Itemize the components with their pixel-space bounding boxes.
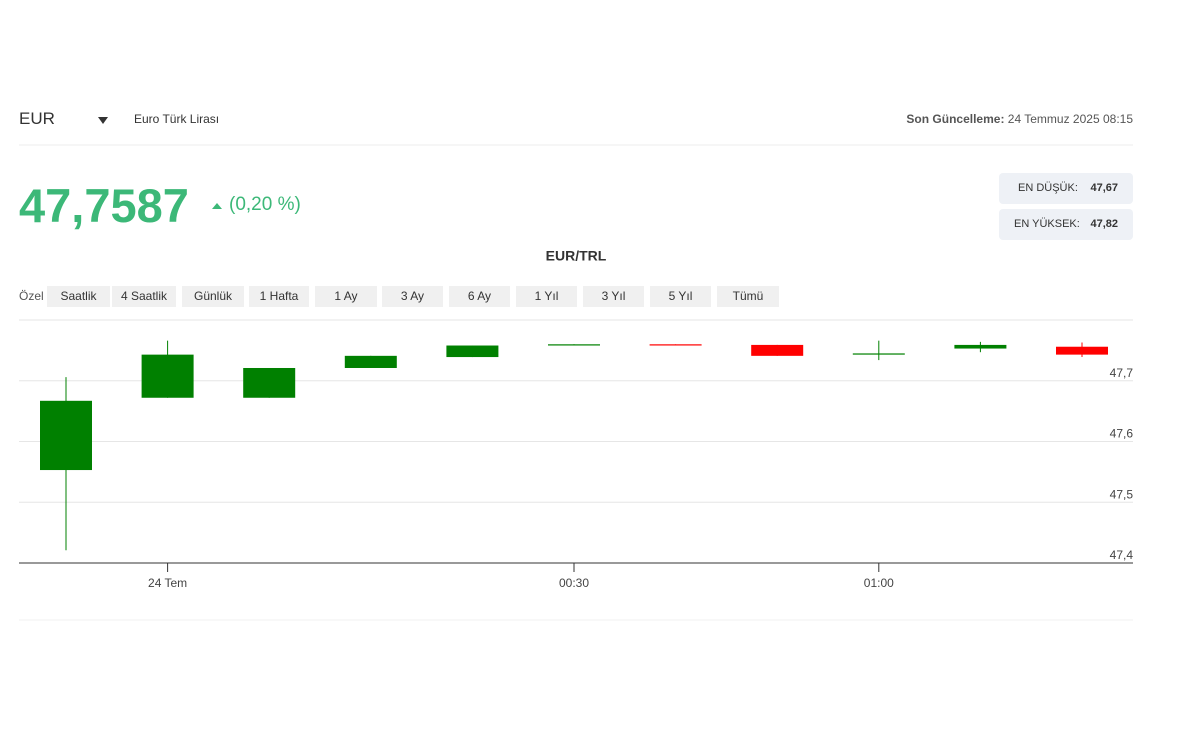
x-tick-label: 00:30 [559,576,589,590]
range-button[interactable]: Saatlik [47,286,110,307]
dropdown-icon[interactable] [98,117,108,124]
range-button[interactable]: 6 Ay [449,286,510,307]
range-button[interactable]: 1 Ay [315,286,377,307]
low-box: EN DÜŞÜK: 47,67 [999,173,1133,204]
high-box: EN YÜKSEK: 47,82 [999,209,1133,240]
range-button[interactable]: 3 Yıl [583,286,644,307]
candle-body [40,400,92,471]
x-tick-label: 24 Tem [148,576,187,590]
candle-body [548,344,600,346]
x-tick-label: 01:00 [864,576,894,590]
candle-body [243,367,296,398]
low-label: EN DÜŞÜK: [1018,182,1078,194]
symbol: EUR [19,109,55,128]
range-button[interactable]: 3 Ay [382,286,443,307]
range-label: Özel [19,289,44,303]
high-label: EN YÜKSEK: [1014,218,1080,230]
price: 47,7587 [19,179,189,232]
candle-body [649,344,702,346]
y-tick-label: 47,6 [1110,427,1134,441]
candle-body [1056,346,1108,355]
candle-body [141,354,194,398]
low-value: 47,67 [1090,182,1118,194]
up-icon [212,203,222,209]
range-button[interactable]: 1 Yıl [516,286,577,307]
price-change: (0,20 %) [229,194,301,215]
symbol-name: Euro Türk Lirası [134,112,220,126]
y-tick-label: 47,7 [1110,366,1134,380]
candle-body [751,344,804,356]
update-label: Son Güncelleme: [906,112,1005,126]
candle-body [954,344,1007,349]
range-button[interactable]: 4 Saatlik [112,286,176,307]
y-tick-label: 47,4 [1110,548,1134,562]
range-button[interactable]: Tümü [717,286,779,307]
candle-body [852,353,905,355]
candle-body [446,345,499,358]
range-button[interactable]: 5 Yıl [650,286,711,307]
candle-body [344,355,397,368]
y-tick-label: 47,5 [1110,487,1134,501]
high-value: 47,82 [1090,218,1118,230]
chart-title: EUR/TRL [546,248,607,264]
range-button[interactable]: Günlük [182,286,244,307]
range-button[interactable]: 1 Hafta [249,286,309,307]
update-info: Son Güncelleme: 24 Temmuz 2025 08:15 [906,112,1133,126]
update-time: 24 Temmuz 2025 08:15 [1007,112,1133,126]
